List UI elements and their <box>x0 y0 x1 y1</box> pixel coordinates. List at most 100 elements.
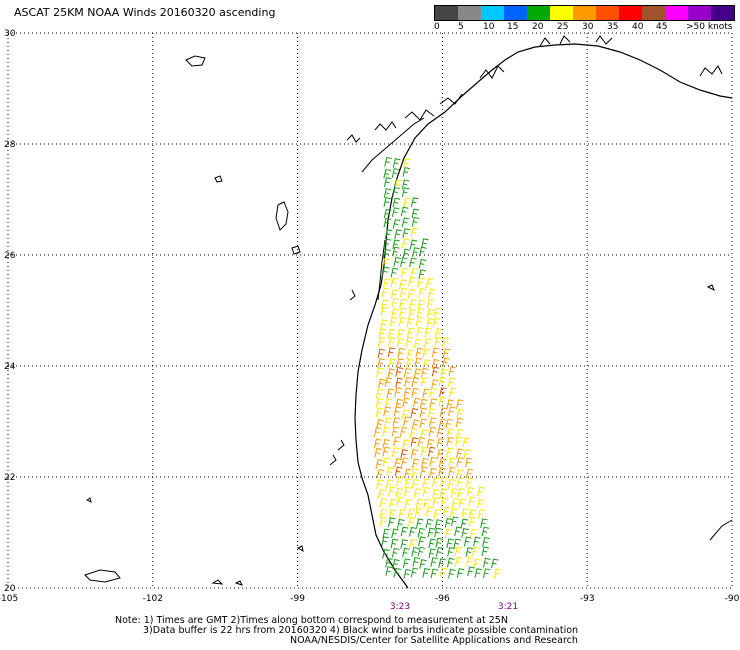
wind-barb <box>376 479 384 489</box>
wind-barb <box>400 539 408 549</box>
wind-barb <box>404 478 413 489</box>
wind-barb <box>439 567 448 578</box>
colorbar-swatch <box>665 6 688 20</box>
wind-barb <box>410 408 419 418</box>
wind-barb <box>379 516 388 527</box>
wind-barb <box>382 278 391 289</box>
wind-barb <box>477 508 486 519</box>
wind-barb <box>436 427 445 438</box>
wind-barb <box>383 168 391 179</box>
wind-barb <box>468 516 477 527</box>
wind-barb <box>391 168 400 178</box>
wind-barb <box>396 496 404 507</box>
coastal-detail <box>595 35 613 45</box>
wind-barb <box>375 388 384 399</box>
wind-barb <box>442 348 451 358</box>
wind-barb <box>434 519 443 529</box>
wind-barb <box>374 447 382 458</box>
wind-barb <box>470 528 478 539</box>
wind-barb <box>412 397 421 408</box>
wind-barb <box>426 298 435 309</box>
wind-barb <box>451 516 459 527</box>
wind-barb <box>383 208 392 219</box>
wind-barb <box>399 426 408 437</box>
wind-barb <box>391 297 399 308</box>
wind-barb <box>491 558 499 569</box>
wind-barb <box>454 556 463 567</box>
wind-barb <box>379 508 388 519</box>
wind-barb <box>428 548 436 559</box>
wind-barb <box>480 518 488 529</box>
colorbar-tick-label: 0 <box>434 22 440 32</box>
wind-barb <box>395 487 404 498</box>
wind-barb <box>387 328 396 339</box>
wind-barb <box>376 469 385 479</box>
wind-barb <box>383 406 391 417</box>
wind-barb <box>483 557 491 568</box>
wind-barb <box>416 326 425 337</box>
wind-barb <box>404 468 412 479</box>
wind-barb <box>410 267 419 278</box>
wind-barb <box>392 158 401 168</box>
wind-barb <box>411 458 420 469</box>
wind-barb <box>420 429 428 439</box>
wind-barb <box>401 179 410 190</box>
wind-barb <box>432 489 440 499</box>
coastal-detail <box>329 454 337 466</box>
wind-barb <box>411 387 419 398</box>
wind-barb <box>402 439 410 449</box>
wind-barb <box>410 567 419 578</box>
coastal-detail <box>349 289 356 301</box>
coastal-detail <box>559 35 571 45</box>
wind-barb <box>493 568 502 579</box>
wind-barb <box>438 376 447 387</box>
barrier-island <box>377 239 386 301</box>
wind-barb <box>391 528 399 539</box>
inland-water <box>234 580 243 586</box>
wind-barb <box>419 407 428 418</box>
colorbar-tick-label: 35 <box>607 22 619 32</box>
wind-barb <box>456 399 464 409</box>
wind-barb <box>377 378 386 389</box>
wind-barb <box>428 426 437 437</box>
wind-barb <box>393 436 401 447</box>
wind-map: -105 -102 -99 -96 -93 -90 30 28 26 24 22 20 3:23 3:21 <box>0 29 740 612</box>
wind-barb <box>407 516 416 527</box>
wind-barb <box>466 556 474 567</box>
wind-barb <box>403 197 411 207</box>
lon-label: -102 <box>143 594 163 604</box>
wind-barb <box>433 509 441 519</box>
wind-barb <box>394 458 402 468</box>
wind-barb <box>427 446 436 457</box>
wind-barb <box>456 408 464 419</box>
wind-barb <box>406 318 414 328</box>
wind-barb <box>409 427 418 438</box>
wind-barb <box>393 406 402 417</box>
wind-barb <box>410 197 419 207</box>
wind-barb <box>391 447 400 457</box>
wind-barb <box>420 377 429 387</box>
wind-barb <box>448 568 456 579</box>
wind-barb <box>412 247 420 257</box>
wind-barb <box>387 368 396 378</box>
wind-barb <box>456 457 464 467</box>
wind-barb <box>384 417 392 427</box>
wind-barb <box>422 348 431 359</box>
wind-barb <box>482 568 491 579</box>
wind-barb <box>464 457 473 468</box>
wind-barb <box>393 256 402 267</box>
wind-barb <box>402 547 410 558</box>
wind-barb <box>421 238 429 248</box>
colorbar-tick-label: 20 <box>532 22 544 32</box>
wind-barb <box>415 316 424 327</box>
wind-barb <box>411 468 419 478</box>
wind-barb <box>429 387 437 398</box>
wind-barb <box>417 277 425 288</box>
wind-barb <box>396 358 404 368</box>
wind-barb <box>465 477 474 487</box>
wind-barb <box>440 368 448 379</box>
wind-barb <box>438 396 447 407</box>
wind-barb <box>384 156 392 167</box>
wind-barb <box>396 476 404 487</box>
wind-barb <box>455 428 464 439</box>
